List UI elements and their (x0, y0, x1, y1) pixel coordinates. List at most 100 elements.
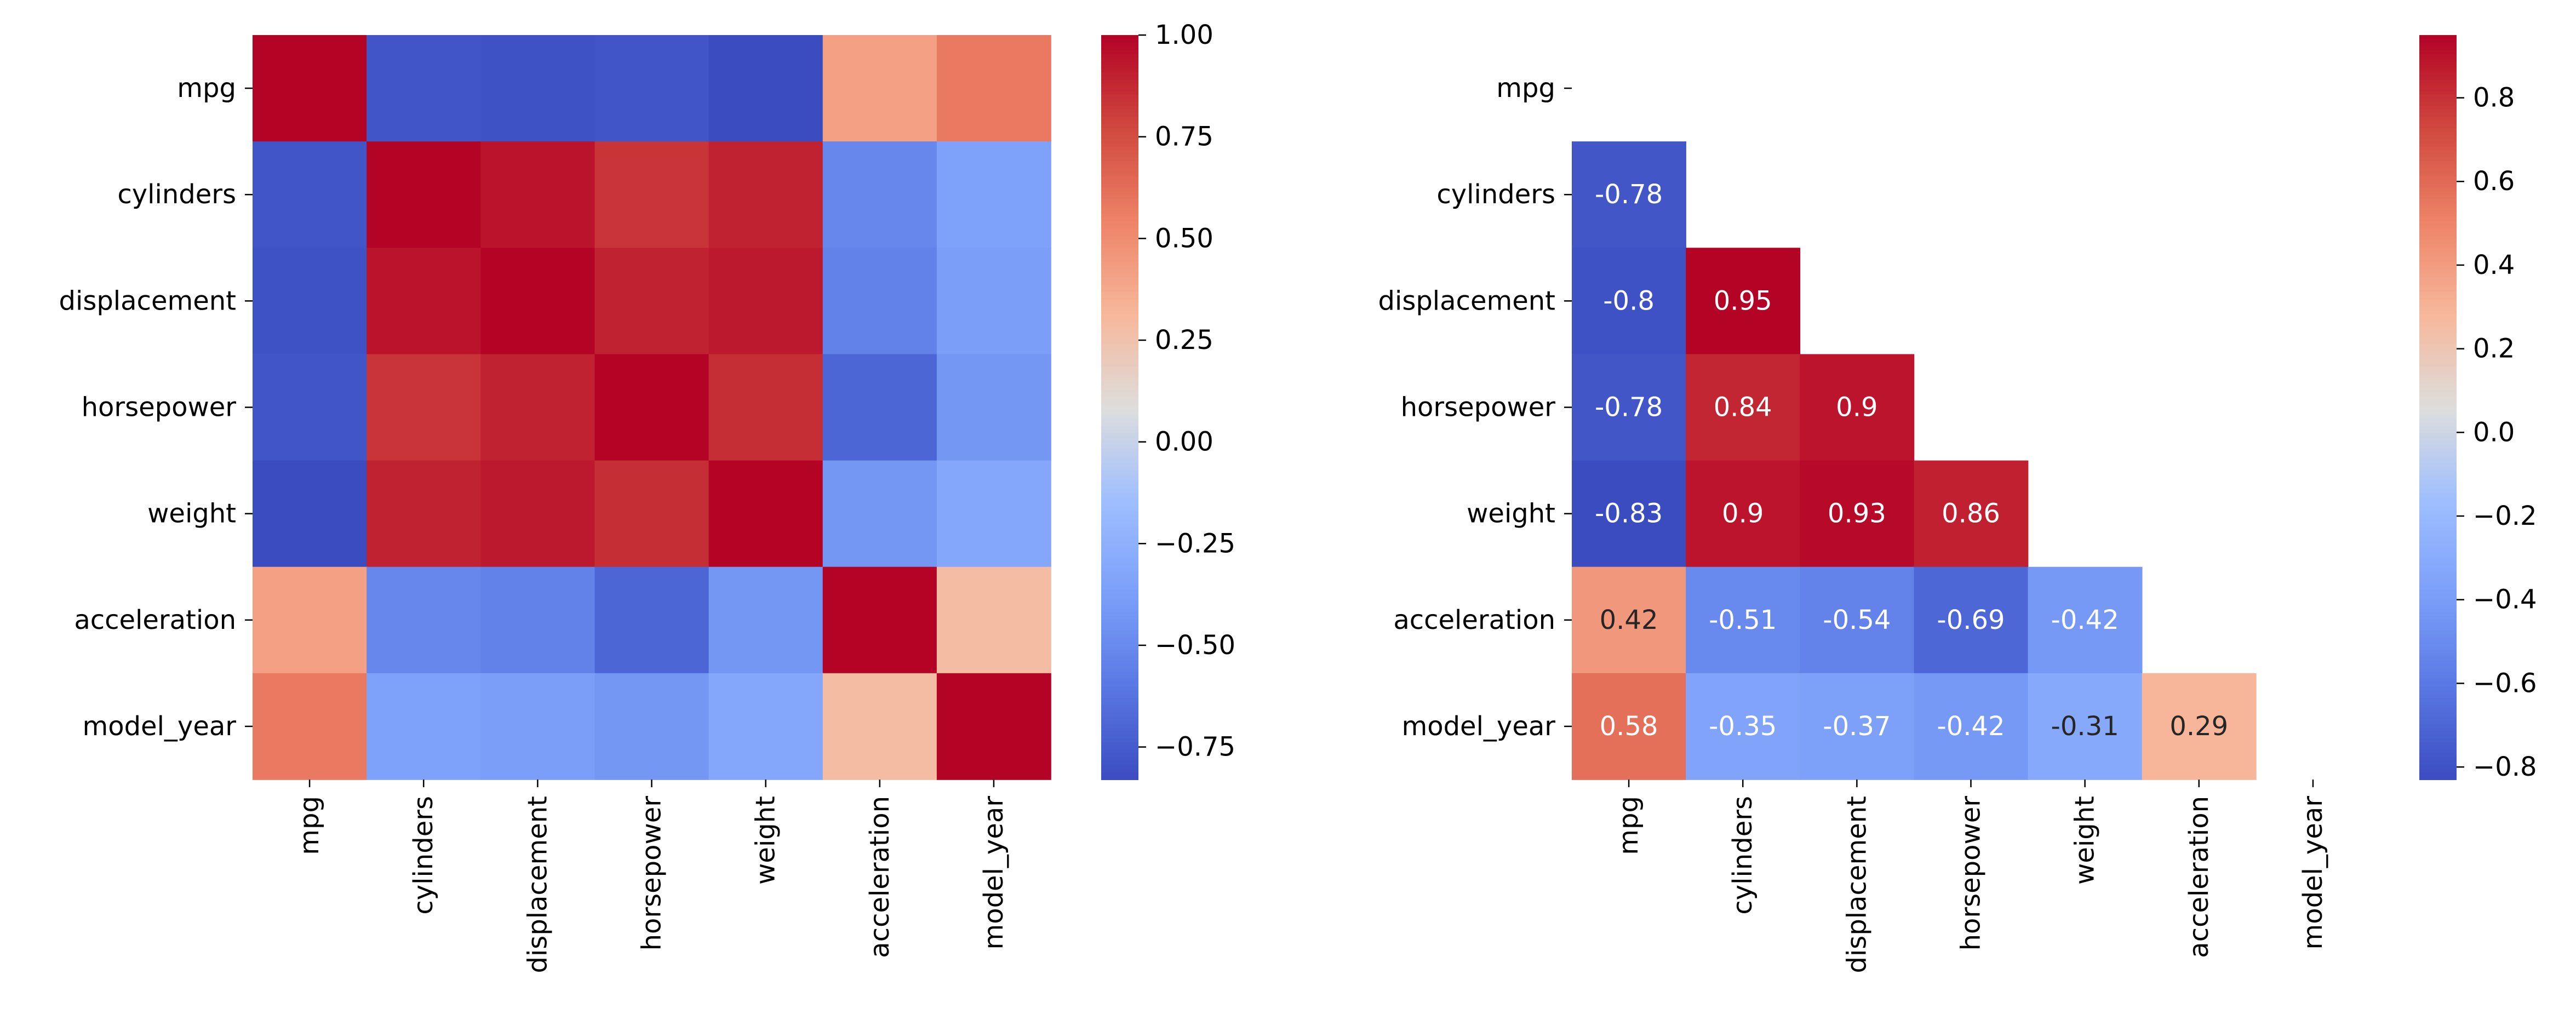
colorbar-segment (1101, 370, 1138, 375)
colorbar-segment (2419, 582, 2457, 587)
colorbar-segment (2419, 57, 2457, 62)
colorbar-segment (2419, 90, 2457, 95)
colorbar-segment (1101, 749, 1138, 754)
colorbar-segment (2419, 567, 2457, 572)
heatmap-cell-acceleration-model_year (936, 566, 1051, 674)
colorbar-segment (1101, 716, 1138, 721)
heatmap-cell-horsepower-horsepower (594, 354, 709, 461)
heatmap-cells (253, 35, 1051, 780)
colorbar-segment (2419, 519, 2457, 524)
colorbar-segment (1101, 631, 1138, 635)
colorbar-segment (1101, 697, 1138, 702)
heatmap-cell-weight-mpg (1572, 460, 1686, 568)
cell-annotation: -0.78 (1595, 392, 1663, 423)
heatmap-cell-horsepower-mpg (253, 354, 367, 461)
colorbar-segment (2419, 98, 2457, 103)
colorbar-segment (2419, 761, 2457, 765)
colorbar-segment (2419, 440, 2457, 445)
colorbar-segment (1101, 683, 1138, 688)
heatmap-cell-mpg-cylinders (367, 35, 482, 142)
colorbar-segment (2419, 471, 2457, 475)
cell-annotation: -0.83 (1595, 499, 1663, 529)
colorbar-segment (1101, 731, 1138, 736)
colorbar-segment (1101, 236, 1138, 240)
heatmap-cell-cylinders-mpg (1572, 141, 1686, 249)
colorbar-segment (1101, 776, 1138, 780)
colorbar-segment (1101, 433, 1138, 438)
colorbar-segment (1101, 228, 1138, 233)
colorbar-segment (2419, 158, 2457, 163)
colorbar-segment (2419, 701, 2457, 706)
heatmap-cell-model_year-displacement (480, 673, 596, 780)
colorbar-tick-label: 0.25 (1155, 325, 1213, 356)
correlation-heatmap-full: mpg cylinders displacement horsepower weight… (59, 20, 1236, 973)
colorbar-segment (2419, 146, 2457, 151)
colorbar-segment (1101, 701, 1138, 706)
colorbar-segment (2419, 50, 2457, 54)
colorbar-segment (2419, 366, 2457, 371)
colorbar-segment (1101, 42, 1138, 47)
colorbar-segment (2419, 589, 2457, 594)
heatmap-cell-model_year-mpg (1572, 673, 1686, 780)
colorbar-segment (2419, 254, 2457, 259)
colorbar-segment (2419, 444, 2457, 449)
colorbar-segment (1101, 727, 1138, 732)
cell-annotation: -0.8 (1603, 285, 1655, 316)
colorbar-segment (1101, 221, 1138, 226)
heatmap-cell-cylinders-mpg (253, 141, 367, 249)
colorbar-segment (1101, 664, 1138, 669)
heatmap-cell-displacement-cylinders (1686, 248, 1801, 355)
colorbar-segment (2419, 228, 2457, 233)
colorbar-segment (2419, 482, 2457, 486)
colorbar-segment (1101, 407, 1138, 412)
colorbar-segment (2419, 478, 2457, 483)
colorbar-segment (2419, 195, 2457, 199)
colorbar-segment (2419, 225, 2457, 230)
heatmap-cell-acceleration-cylinders (367, 566, 482, 674)
colorbar-segment (1101, 90, 1138, 95)
colorbar-segment (2419, 545, 2457, 549)
colorbar-segment (2419, 61, 2457, 66)
cell-annotation: 0.86 (1942, 499, 2000, 529)
colorbar-segment (2419, 764, 2457, 769)
heatmap-cell-weight-displacement (1800, 460, 1915, 568)
colorbar-segment (1101, 444, 1138, 449)
colorbar-segment (2419, 627, 2457, 632)
colorbar-segment (1101, 593, 1138, 598)
colorbar-segment (2419, 79, 2457, 84)
colorbar-segment (2419, 523, 2457, 527)
colorbar-segment (2419, 113, 2457, 118)
colorbar-segment (2419, 135, 2457, 140)
colorbar-segment (2419, 310, 2457, 315)
colorbar-segment (2419, 83, 2457, 88)
colorbar-segment (1101, 694, 1138, 698)
colorbar-tick-label: 0.75 (1155, 122, 1213, 152)
colorbar-tick-label: 0.50 (1155, 223, 1213, 254)
colorbar-segment (2419, 407, 2457, 412)
heatmap-cell-model_year-acceleration (822, 673, 937, 780)
colorbar-segment (1101, 735, 1138, 740)
colorbar-segment (1101, 225, 1138, 230)
x-tick-label: mpg (1613, 796, 1644, 855)
colorbar-segment (2419, 586, 2457, 591)
colorbar-segment (1101, 61, 1138, 66)
heatmap-cell-acceleration-acceleration (822, 566, 937, 674)
colorbar-segment (2419, 322, 2457, 326)
heatmap-cell-model_year-cylinders (1686, 673, 1801, 780)
colorbar-segment (1101, 440, 1138, 445)
colorbar-segment (2419, 258, 2457, 263)
colorbar-segment (1101, 686, 1138, 691)
colorbar-segment (1101, 604, 1138, 609)
colorbar-segment (2419, 452, 2457, 456)
colorbar-segment (1101, 548, 1138, 553)
colorbar-segment (1101, 98, 1138, 103)
colorbar-segment (2419, 664, 2457, 669)
colorbar-segment (1101, 768, 1138, 773)
colorbar-segment (1101, 448, 1138, 453)
colorbar-segment (1101, 72, 1138, 77)
colorbar-segment (2419, 426, 2457, 431)
colorbar-segment (2419, 727, 2457, 732)
colorbar-segment (1101, 106, 1138, 110)
colorbar-segment (2419, 411, 2457, 416)
colorbar-tick-label: −0.75 (1155, 732, 1235, 763)
